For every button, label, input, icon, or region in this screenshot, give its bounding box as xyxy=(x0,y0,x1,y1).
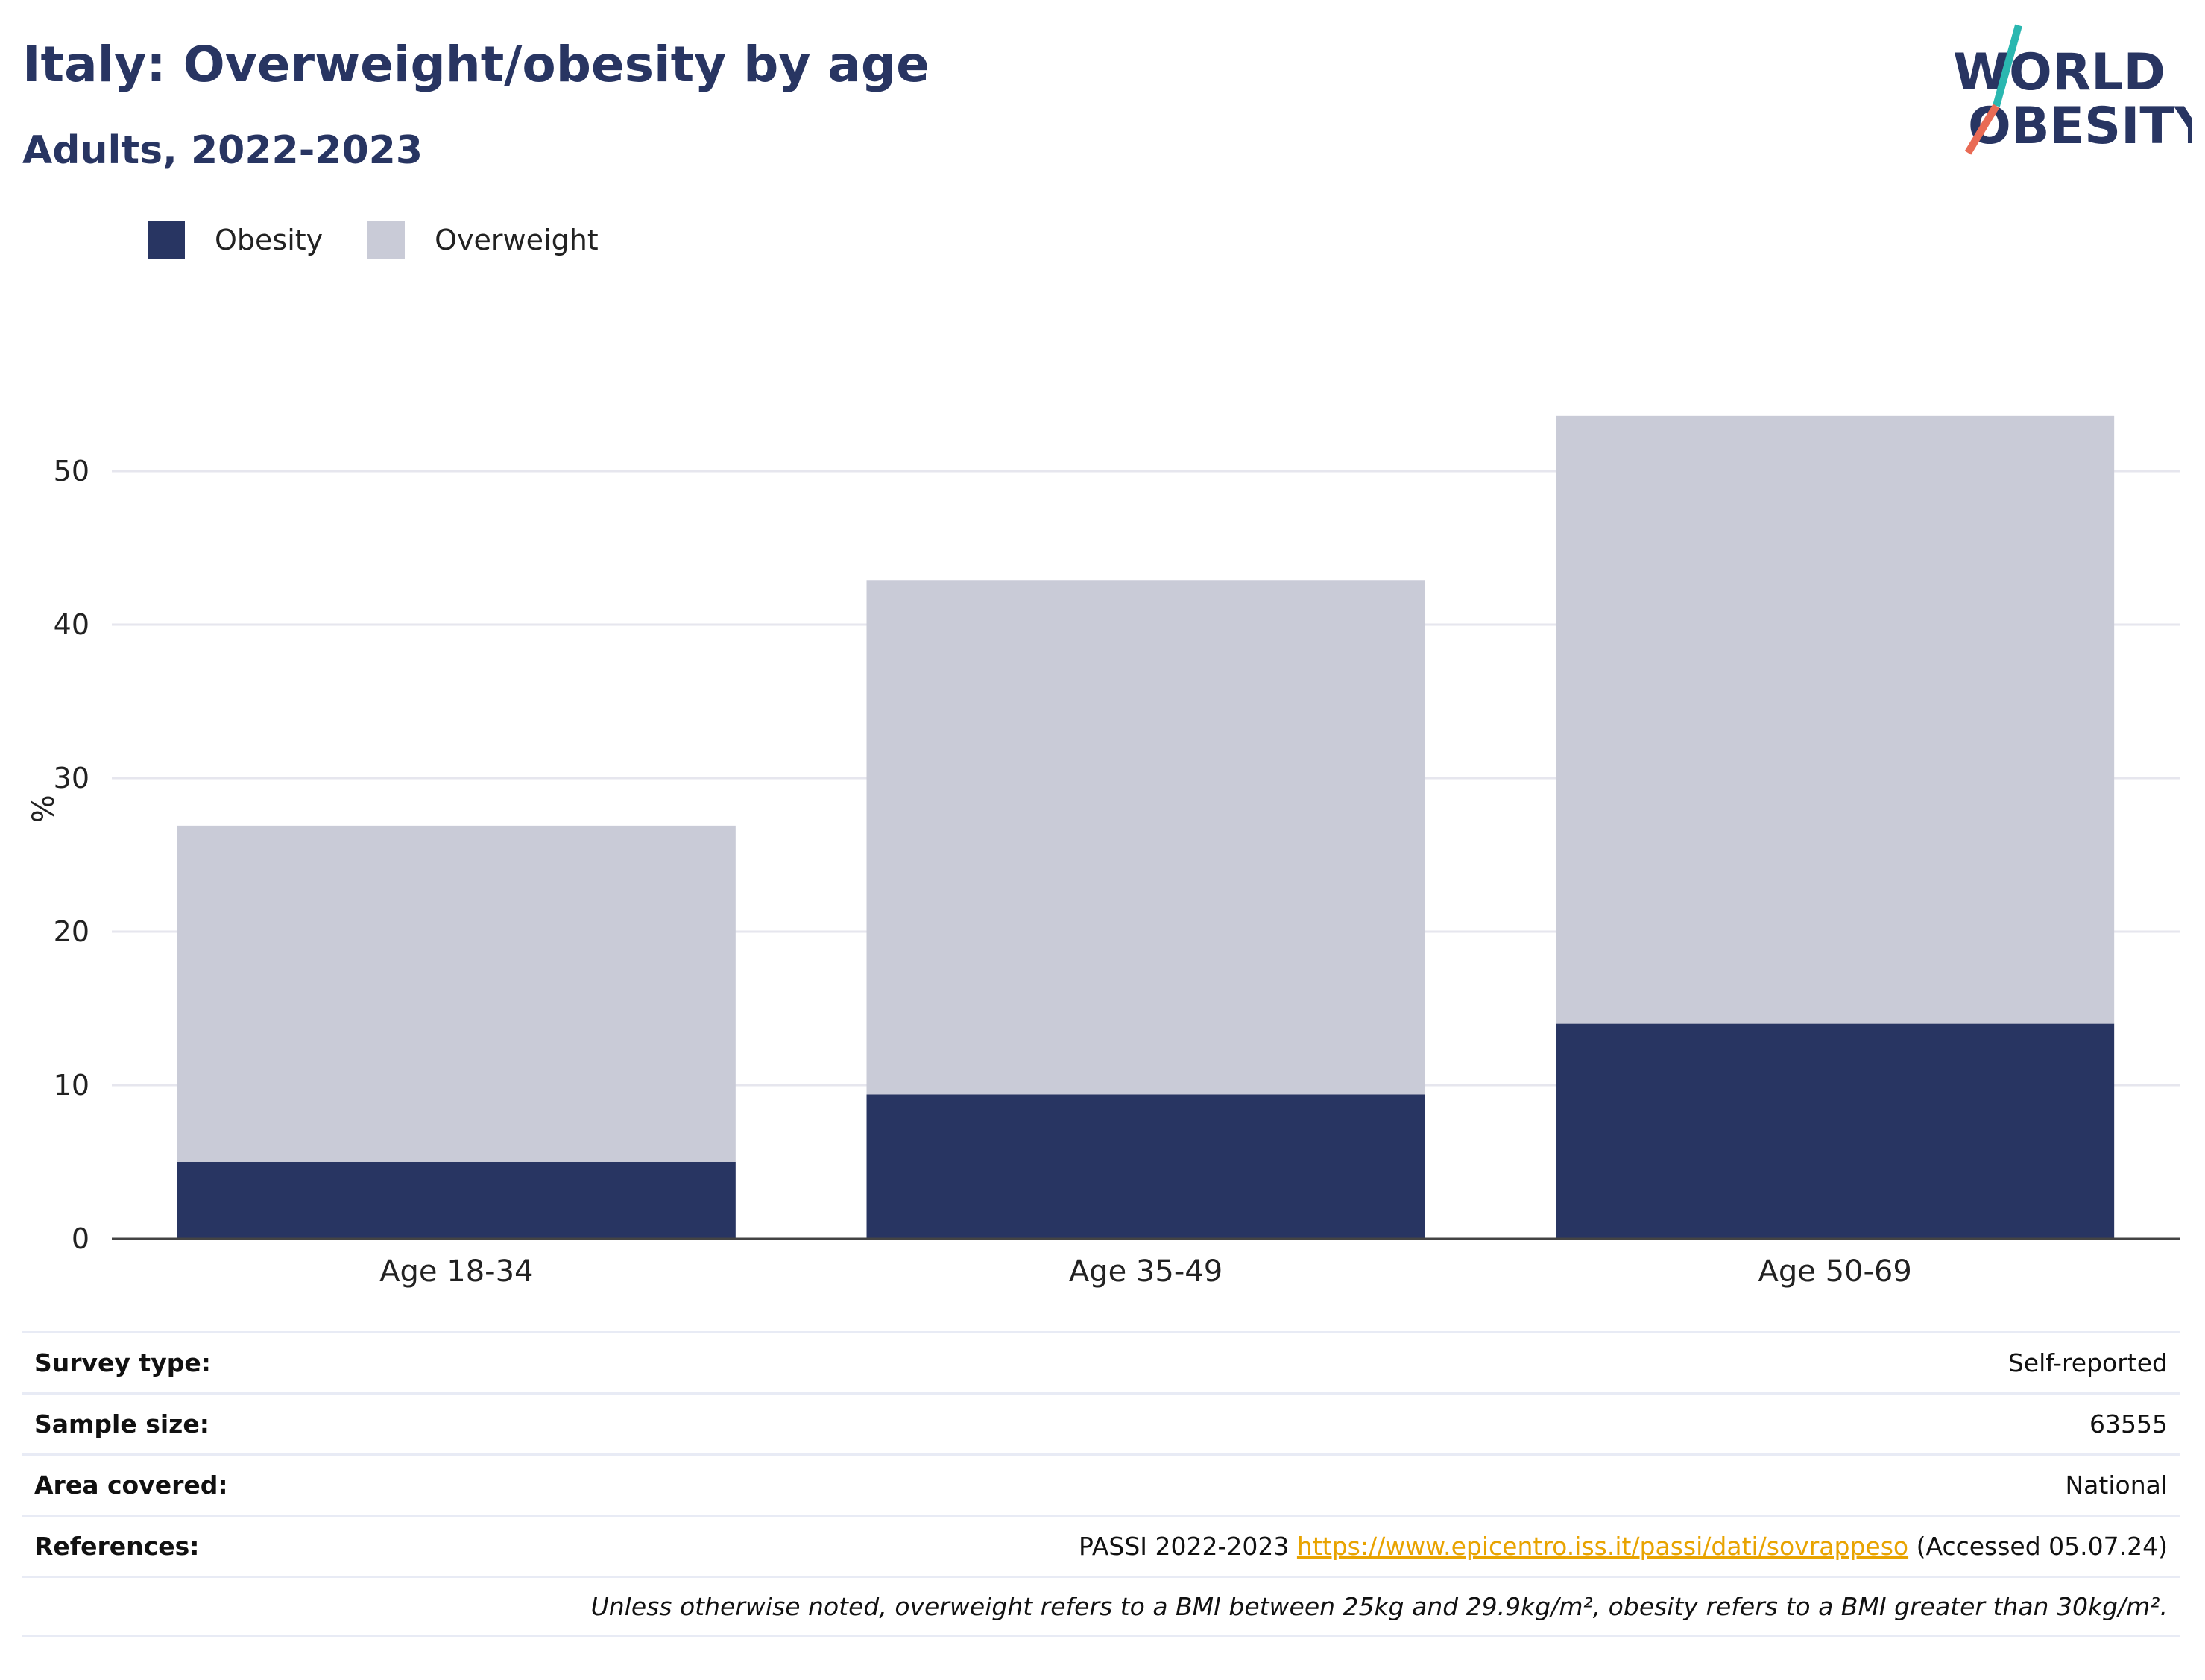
x-tick-label: Age 18-34 xyxy=(379,1254,533,1289)
references-link[interactable]: https://www.epicentro.iss.it/passi/dati/… xyxy=(1296,1532,1909,1561)
sample-size-label: Sample size: xyxy=(34,1409,209,1439)
y-tick-label: 50 xyxy=(54,455,89,487)
y-tick-label: 0 xyxy=(72,1222,89,1255)
logo-slash-coral xyxy=(1964,104,2000,155)
bar-obesity-3 xyxy=(1556,1023,2115,1239)
world-obesity-logo: WORLD OBESITY xyxy=(1953,24,2192,156)
references-suffix: (Accessed 05.07.24) xyxy=(1916,1532,2168,1561)
legend-label-overweight: Overweight xyxy=(435,224,599,256)
info-row-sample-size: Sample size: 63555 xyxy=(22,1392,2180,1453)
y-tick-label: 10 xyxy=(54,1069,89,1102)
area-covered-value: National xyxy=(2065,1471,2168,1500)
references-value: PASSI 2022-2023 https://www.epicentro.is… xyxy=(1079,1532,2168,1561)
info-row-references: References: PASSI 2022-2023 https://www.… xyxy=(22,1515,2180,1576)
bar-overweight-2 xyxy=(866,580,1425,1095)
bar-obesity-2 xyxy=(866,1094,1425,1239)
chart-title: Italy: Overweight/obesity by age xyxy=(22,36,930,93)
y-tick-label: 20 xyxy=(54,915,89,948)
x-tick-label: Age 50-69 xyxy=(1758,1254,1912,1289)
legend-swatch-overweight xyxy=(368,221,406,259)
references-label: References: xyxy=(34,1532,200,1561)
legend-item-obesity[interactable]: Obesity xyxy=(148,221,323,259)
survey-type-value: Self-reported xyxy=(2007,1348,2168,1377)
sample-size-value: 63555 xyxy=(2089,1409,2168,1439)
chart-legend: Obesity Overweight xyxy=(148,221,643,259)
info-row-note: Unless otherwise noted, overweight refer… xyxy=(22,1576,2180,1637)
survey-info-table: Survey type: Self-reported Sample size: … xyxy=(22,1331,2180,1637)
references-prefix: PASSI 2022-2023 xyxy=(1079,1532,1290,1561)
legend-swatch-obesity xyxy=(148,221,185,259)
y-tick-label: 40 xyxy=(54,608,89,641)
logo-line-world: WORLD xyxy=(1953,43,2165,102)
y-tick-label: 30 xyxy=(54,762,89,795)
area-covered-label: Area covered: xyxy=(34,1471,228,1500)
survey-type-label: Survey type: xyxy=(34,1348,211,1377)
bmi-definition-note: Unless otherwise noted, overweight refer… xyxy=(590,1591,2168,1621)
y-axis-label: % xyxy=(27,795,61,823)
x-tick-label: Age 35-49 xyxy=(1069,1254,1223,1289)
chart-subtitle: Adults, 2022-2023 xyxy=(22,128,423,173)
legend-item-overweight[interactable]: Overweight xyxy=(368,221,599,259)
info-row-area-covered: Area covered: National xyxy=(22,1453,2180,1515)
logo-line-obesity: OBESITY xyxy=(1968,97,2192,156)
logo-slash-teal xyxy=(1993,24,2022,107)
bar-overweight-1 xyxy=(177,825,736,1162)
info-row-survey-type: Survey type: Self-reported xyxy=(22,1331,2180,1392)
bar-obesity-1 xyxy=(177,1162,736,1239)
bar-overweight-3 xyxy=(1556,415,2115,1024)
bar-chart: 0 10 20 30 40 50% Age 18-34 Age 35-49 Age 50-69 xyxy=(27,415,2180,1289)
legend-label-obesity: Obesity xyxy=(215,224,324,256)
